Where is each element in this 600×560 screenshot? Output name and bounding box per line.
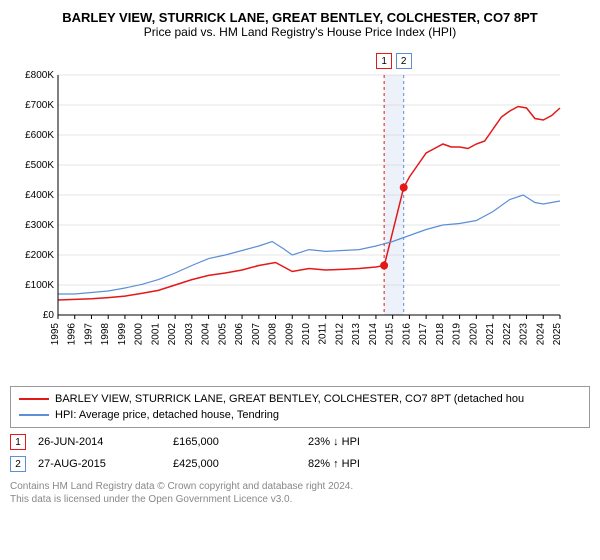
svg-text:£800K: £800K — [25, 70, 54, 81]
sale-delta: 23% ↓ HPI — [308, 436, 443, 448]
svg-text:2020: 2020 — [468, 323, 479, 346]
svg-text:2002: 2002 — [167, 323, 178, 346]
svg-text:2010: 2010 — [301, 323, 312, 346]
sale-price: £425,000 — [173, 458, 308, 470]
svg-text:2006: 2006 — [234, 323, 245, 346]
sale-date: 26-JUN-2014 — [38, 436, 173, 448]
svg-text:2005: 2005 — [217, 323, 228, 346]
footnote: Contains HM Land Registry data © Crown c… — [10, 480, 590, 506]
chart-title: BARLEY VIEW, STURRICK LANE, GREAT BENTLE… — [10, 10, 590, 25]
price-chart: £0 £100K £200K £300K £400K £500K £600K £700K £80… — [10, 45, 570, 375]
svg-text:2023: 2023 — [519, 323, 530, 346]
legend-entry: BARLEY VIEW, STURRICK LANE, GREAT BENTLE… — [19, 391, 581, 407]
svg-text:1998: 1998 — [100, 323, 111, 346]
svg-text:2004: 2004 — [201, 323, 212, 346]
legend-swatch — [19, 398, 49, 400]
svg-text:2012: 2012 — [334, 323, 345, 346]
svg-text:£700K: £700K — [25, 100, 54, 111]
svg-text:2001: 2001 — [150, 323, 161, 346]
svg-text:£500K: £500K — [25, 160, 54, 171]
svg-text:£400K: £400K — [25, 190, 54, 201]
svg-text:2017: 2017 — [418, 323, 429, 346]
svg-text:1995: 1995 — [50, 323, 61, 346]
svg-text:2015: 2015 — [385, 323, 396, 346]
legend-label: BARLEY VIEW, STURRICK LANE, GREAT BENTLE… — [55, 393, 524, 405]
svg-text:2008: 2008 — [268, 323, 279, 346]
svg-text:2021: 2021 — [485, 323, 496, 346]
svg-text:2000: 2000 — [134, 323, 145, 346]
svg-text:2024: 2024 — [535, 323, 546, 346]
svg-text:2011: 2011 — [318, 323, 329, 345]
legend-swatch — [19, 414, 49, 416]
svg-text:1996: 1996 — [67, 323, 78, 346]
svg-text:2014: 2014 — [368, 323, 379, 346]
svg-text:£200K: £200K — [25, 250, 54, 261]
svg-text:£0: £0 — [43, 310, 55, 321]
sale-index: 2 — [10, 456, 26, 472]
svg-text:2025: 2025 — [552, 323, 563, 346]
svg-text:2022: 2022 — [502, 323, 513, 346]
sale-price: £165,000 — [173, 436, 308, 448]
svg-text:1997: 1997 — [83, 323, 94, 346]
svg-text:2018: 2018 — [435, 323, 446, 346]
sale-row: 2 27-AUG-2015£425,00082% ↑ HPI — [10, 456, 590, 472]
svg-text:£100K: £100K — [25, 280, 54, 291]
sale-row: 1 26-JUN-2014£165,00023% ↓ HPI — [10, 434, 590, 450]
svg-text:2003: 2003 — [184, 323, 195, 346]
sale-index: 1 — [10, 434, 26, 450]
footnote-line: Contains HM Land Registry data © Crown c… — [10, 480, 590, 493]
sale-delta: 82% ↑ HPI — [308, 458, 443, 470]
event-flag: 2 — [396, 53, 412, 69]
legend-label: HPI: Average price, detached house, Tend… — [55, 409, 279, 421]
svg-text:£300K: £300K — [25, 220, 54, 231]
svg-text:2007: 2007 — [251, 323, 262, 346]
svg-text:2016: 2016 — [401, 323, 412, 346]
event-flag: 1 — [376, 53, 392, 69]
svg-text:2009: 2009 — [284, 323, 295, 346]
footnote-line: This data is licensed under the Open Gov… — [10, 493, 590, 506]
svg-text:1999: 1999 — [117, 323, 128, 346]
chart-area: £0 £100K £200K £300K £400K £500K £600K £700K £80… — [10, 45, 590, 380]
chart-subtitle: Price paid vs. HM Land Registry's House … — [10, 25, 590, 39]
svg-text:2013: 2013 — [351, 323, 362, 346]
sale-date: 27-AUG-2015 — [38, 458, 173, 470]
svg-text:£600K: £600K — [25, 130, 54, 141]
legend-entry: HPI: Average price, detached house, Tend… — [19, 407, 581, 423]
svg-text:2019: 2019 — [452, 323, 463, 346]
legend: BARLEY VIEW, STURRICK LANE, GREAT BENTLE… — [10, 386, 590, 428]
